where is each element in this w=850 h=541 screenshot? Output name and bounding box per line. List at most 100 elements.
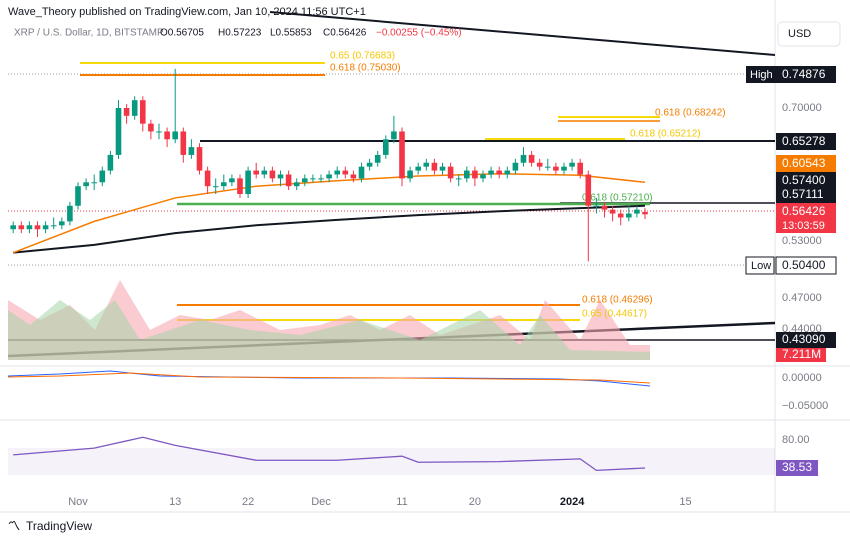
price-label: 0.65278 <box>782 134 826 148</box>
candle-body <box>115 108 122 155</box>
y-tick-label: 0.44000 <box>782 323 822 335</box>
candle-body <box>520 154 527 163</box>
candle-body <box>634 209 640 214</box>
candle-body <box>528 154 535 163</box>
candle-body <box>107 154 114 171</box>
candle-body <box>10 225 16 230</box>
candle-body <box>277 174 284 179</box>
currency-button[interactable] <box>777 21 841 47</box>
price-box <box>776 332 836 348</box>
candle-body <box>504 170 511 175</box>
candle-body <box>34 225 41 230</box>
footer-logo: 〽 <box>8 519 20 533</box>
candle-body <box>59 221 65 226</box>
candle-body <box>229 178 235 183</box>
price-box <box>776 186 836 203</box>
price-label: 0.74876 <box>782 67 826 81</box>
candle-body <box>326 174 332 179</box>
candle-body <box>221 182 227 187</box>
candle-body <box>204 170 211 187</box>
candle-body <box>42 225 49 230</box>
candle-body <box>342 170 349 175</box>
candle-body <box>585 174 592 206</box>
candle-body <box>496 170 502 175</box>
candle-body <box>391 131 397 140</box>
fib-label: 0.65 (0.44617) <box>582 309 647 320</box>
candle-body <box>318 178 324 180</box>
rsi-label: 38.53 <box>782 460 812 474</box>
fib-label: 0.618 (0.65212) <box>630 129 701 140</box>
candle-body <box>75 186 81 206</box>
candle-body <box>593 205 600 207</box>
candle-body <box>374 154 381 163</box>
candle-body <box>253 170 259 175</box>
price-box <box>776 155 836 172</box>
candle-body <box>237 178 243 195</box>
ema200-line <box>13 204 646 254</box>
price-box <box>775 256 837 275</box>
price-box <box>776 460 818 476</box>
fib-label: 0.65 (0.76683) <box>330 51 395 62</box>
x-tick-label: 22 <box>242 496 254 508</box>
candle-body <box>512 162 519 171</box>
fib-label: 0.618 (0.68242) <box>655 108 726 119</box>
candle-body <box>423 162 430 167</box>
candle-body <box>26 225 33 230</box>
candle-body <box>164 131 170 140</box>
candle-body <box>148 123 154 132</box>
candle-body <box>407 170 413 179</box>
candle-body <box>464 170 470 179</box>
currency[interactable]: USD <box>788 28 811 40</box>
price-label: 0.60543 <box>782 156 826 170</box>
ohlc-open: O0.56705 <box>160 28 204 39</box>
countdown: 13:03:59 <box>782 220 825 232</box>
candle-body <box>488 170 494 175</box>
price-label: 0.57400 <box>782 173 826 187</box>
candle-body <box>439 166 446 171</box>
candle-body <box>180 131 187 155</box>
indicator-area <box>8 300 650 360</box>
symbol: XRP / U.S. Dollar, 1D, BITSTAMP <box>14 28 164 39</box>
y-tick-label: 0.47000 <box>782 292 822 304</box>
candle-body <box>50 225 57 227</box>
candle-body <box>577 162 583 175</box>
candle-body <box>245 170 251 195</box>
y-tick-label: 0.70000 <box>782 102 822 114</box>
low-tag-text: Low <box>751 260 771 272</box>
fib-label: 0.618 (0.57210) <box>582 193 653 204</box>
x-tick-label: Dec <box>311 496 331 508</box>
candle-body <box>366 162 373 167</box>
candle-body <box>642 212 648 215</box>
candle-body <box>67 205 73 222</box>
candle-body <box>399 131 405 179</box>
x-tick-label: 13 <box>169 496 181 508</box>
candle-body <box>545 166 551 168</box>
candle-body <box>480 174 486 179</box>
candle-body <box>172 131 178 140</box>
fib-label: 0.618 (0.46296) <box>582 295 653 306</box>
x-tick-label: 11 <box>396 496 407 508</box>
candle-body <box>536 162 543 167</box>
publisher: Wave_Theory published on TradingView.com… <box>8 6 366 18</box>
price-box <box>776 203 836 233</box>
candle-body <box>334 170 340 175</box>
ohlc-low: L0.55853 <box>270 28 312 39</box>
price-label: 7.211M <box>782 347 821 361</box>
ohlc-high: H0.57223 <box>218 28 262 39</box>
candle-body <box>83 182 89 187</box>
candle-body <box>18 225 25 230</box>
footer-brand: TradingView <box>26 519 92 533</box>
price-label: 0.57111 <box>782 187 824 201</box>
x-tick-label: 15 <box>679 496 691 508</box>
candle-body <box>415 166 421 171</box>
candle-body <box>302 178 308 183</box>
candle-body <box>212 186 219 188</box>
candle-body <box>188 147 195 155</box>
candle-body <box>472 170 478 179</box>
candle-body <box>431 162 438 171</box>
price-label: 0.43090 <box>782 332 826 346</box>
fib-label: 0.618 (0.75030) <box>330 63 401 74</box>
high-tag <box>746 66 776 83</box>
price-box <box>776 133 836 150</box>
candle-body <box>447 166 454 179</box>
